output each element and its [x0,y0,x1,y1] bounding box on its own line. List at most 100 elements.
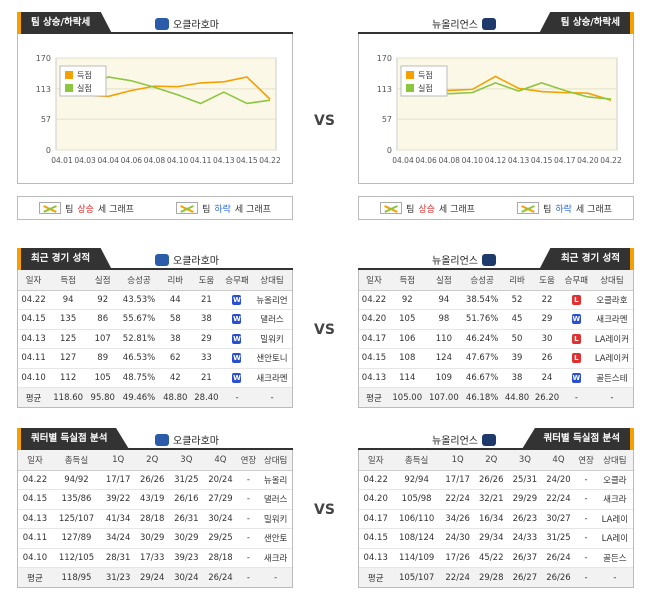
table-row: 04.10 112 105 48.75% 42 21 W 새크라멘 [18,368,292,388]
trend-panel-right: 팀 상승/하락세 뉴올리언스 0 57 113 170 04.04 04.06 04.08 0… [358,12,634,220]
quarter-title: 쿼터별 득실점 분석 [521,428,634,450]
legend-label: 득점 [77,70,92,80]
column-header: 상대팀 [259,450,292,471]
table-cell: 29/34 [474,528,509,549]
down-trend-icon [176,202,199,214]
table-cell: 26/26 [541,567,576,587]
table-cell: 108 [388,348,426,369]
table-cell: 46.24% [462,329,503,349]
table-cell: 평균 [18,567,52,587]
column-header: 득점 [388,270,426,291]
x-tick-label: 04.06 [415,156,437,165]
table-cell: 105 [388,309,426,330]
table-cell: 댈러스 [251,309,292,330]
table-cell: 26/26 [135,470,170,490]
table-cell: LA레이커 [590,329,633,349]
table-cell: 41/34 [101,509,136,529]
table-cell: 29/24 [135,567,170,587]
down-trend-icon [517,202,540,214]
column-header: 총득실 [51,450,102,471]
table-cell: 48.75% [118,368,160,388]
table-cell: LA레이커 [590,348,633,369]
table-cell: 43.53% [118,290,160,310]
table-cell: 50 [502,329,533,349]
table-cell: - [575,567,597,587]
table-cell: 43/19 [135,489,170,510]
table-row: 04.13 114/109 17/26 45/22 26/37 26/24- 골든스 [359,548,633,568]
pelicans-logo-icon [482,253,496,266]
table-cell: 105 [87,368,119,388]
table-cell: 30/27 [541,509,576,529]
table-cell: 26/24 [541,548,576,568]
table-cell: 26/26 [474,470,509,490]
table-cell: 04.17 [359,329,389,349]
table-cell: - [590,387,633,407]
table-cell: 26/24 [203,567,238,587]
x-tick-label: 04.10 [462,156,484,165]
table-cell: - [596,567,633,587]
table-cell: - [221,387,252,407]
table-cell: 26/31 [169,509,204,529]
table-row: 04.15 108/124 24/30 29/34 24/33 31/25- LA레이 [359,528,633,549]
table-cell: 29/25 [203,528,238,549]
x-tick-label: 04.15 [236,156,258,165]
column-header: 실점 [425,270,463,291]
table-row: 04.22 94/92 17/17 26/26 31/25 20/24- 뉴올리 [18,470,292,490]
table-cell: 39 [502,348,533,369]
table-cell: 28.40 [190,387,222,407]
table-cell: 26 [532,348,562,369]
table-cell: 94/92 [51,470,102,490]
column-header: 3Q [508,450,542,471]
table-cell: 95.80 [87,387,119,407]
table-cell: 오클라 [596,470,633,490]
thunder-logo-icon [155,253,169,266]
table-row: 04.13 114 109 46.67% 38 24 W 골든스테 [359,368,633,388]
table-cell: 04.20 [359,489,393,510]
column-header: 승무패 [221,270,252,291]
average-row: 평균 105.00 107.00 46.18% 44.80 26.20- - [359,387,633,407]
y-tick-label: 113 [36,85,51,94]
table-cell: 42 [159,368,191,388]
table-cell: 31/25 [169,470,204,490]
table-cell: 46.53% [118,348,160,369]
table-cell: 49.46% [118,387,160,407]
y-tick-label: 113 [377,85,392,94]
table-row: 04.17 106/110 34/26 16/34 26/23 30/27- LA레이 [359,509,633,529]
table-cell: 29 [190,329,222,349]
table-cell: 30/29 [169,528,204,549]
table-cell: 04.15 [359,528,393,549]
table-cell: 58 [159,309,191,330]
trend-title: 팀 상승/하락세 [538,12,634,34]
legend-swatch [65,84,73,92]
table-cell: 106 [388,329,426,349]
table-cell: 118.60 [49,387,88,407]
table-cell: 오클라호 [590,290,633,310]
x-tick-label: 04.06 [121,156,143,165]
table-cell: 26/37 [508,548,542,568]
team-new-orleans: 뉴올리언스 [432,16,496,31]
column-header: 2Q [474,450,509,471]
table-cell: 04.11 [18,528,52,549]
column-header: 4Q [541,450,576,471]
vs-label: VS [314,502,335,518]
x-tick-label: 04.12 [485,156,507,165]
column-header: 리바 [502,270,533,291]
table-cell: 94 [49,290,88,310]
recent-panel-right: 최근 경기 성적 뉴올리언스 일자 득점 실점 승성공 리바 도움 승무패 상대팀 04.22 9… [358,248,634,408]
table-cell: - [575,548,597,568]
table-cell: 52.81% [118,329,160,349]
y-tick-label: 0 [387,146,392,155]
table-cell: 45 [502,309,533,330]
table-cell: 04.13 [359,548,393,568]
table-cell: 24 [532,368,562,388]
table-cell: 04.22 [359,470,393,490]
table-cell: 127/89 [51,528,102,549]
table-cell: - [237,567,260,587]
legend-label: 실점 [418,83,433,93]
recent-table-oklahoma: 일자 득점 실점 승성공 리바 도움 승무패 상대팀 04.22 94 92 43.53% 44 21 W 뉴… [18,270,292,407]
column-header: 도움 [532,270,562,291]
table-cell: LA레이 [596,509,633,529]
legend-swatch [406,84,414,92]
table-cell: 33 [190,348,222,369]
column-header: 총득실 [392,450,441,471]
